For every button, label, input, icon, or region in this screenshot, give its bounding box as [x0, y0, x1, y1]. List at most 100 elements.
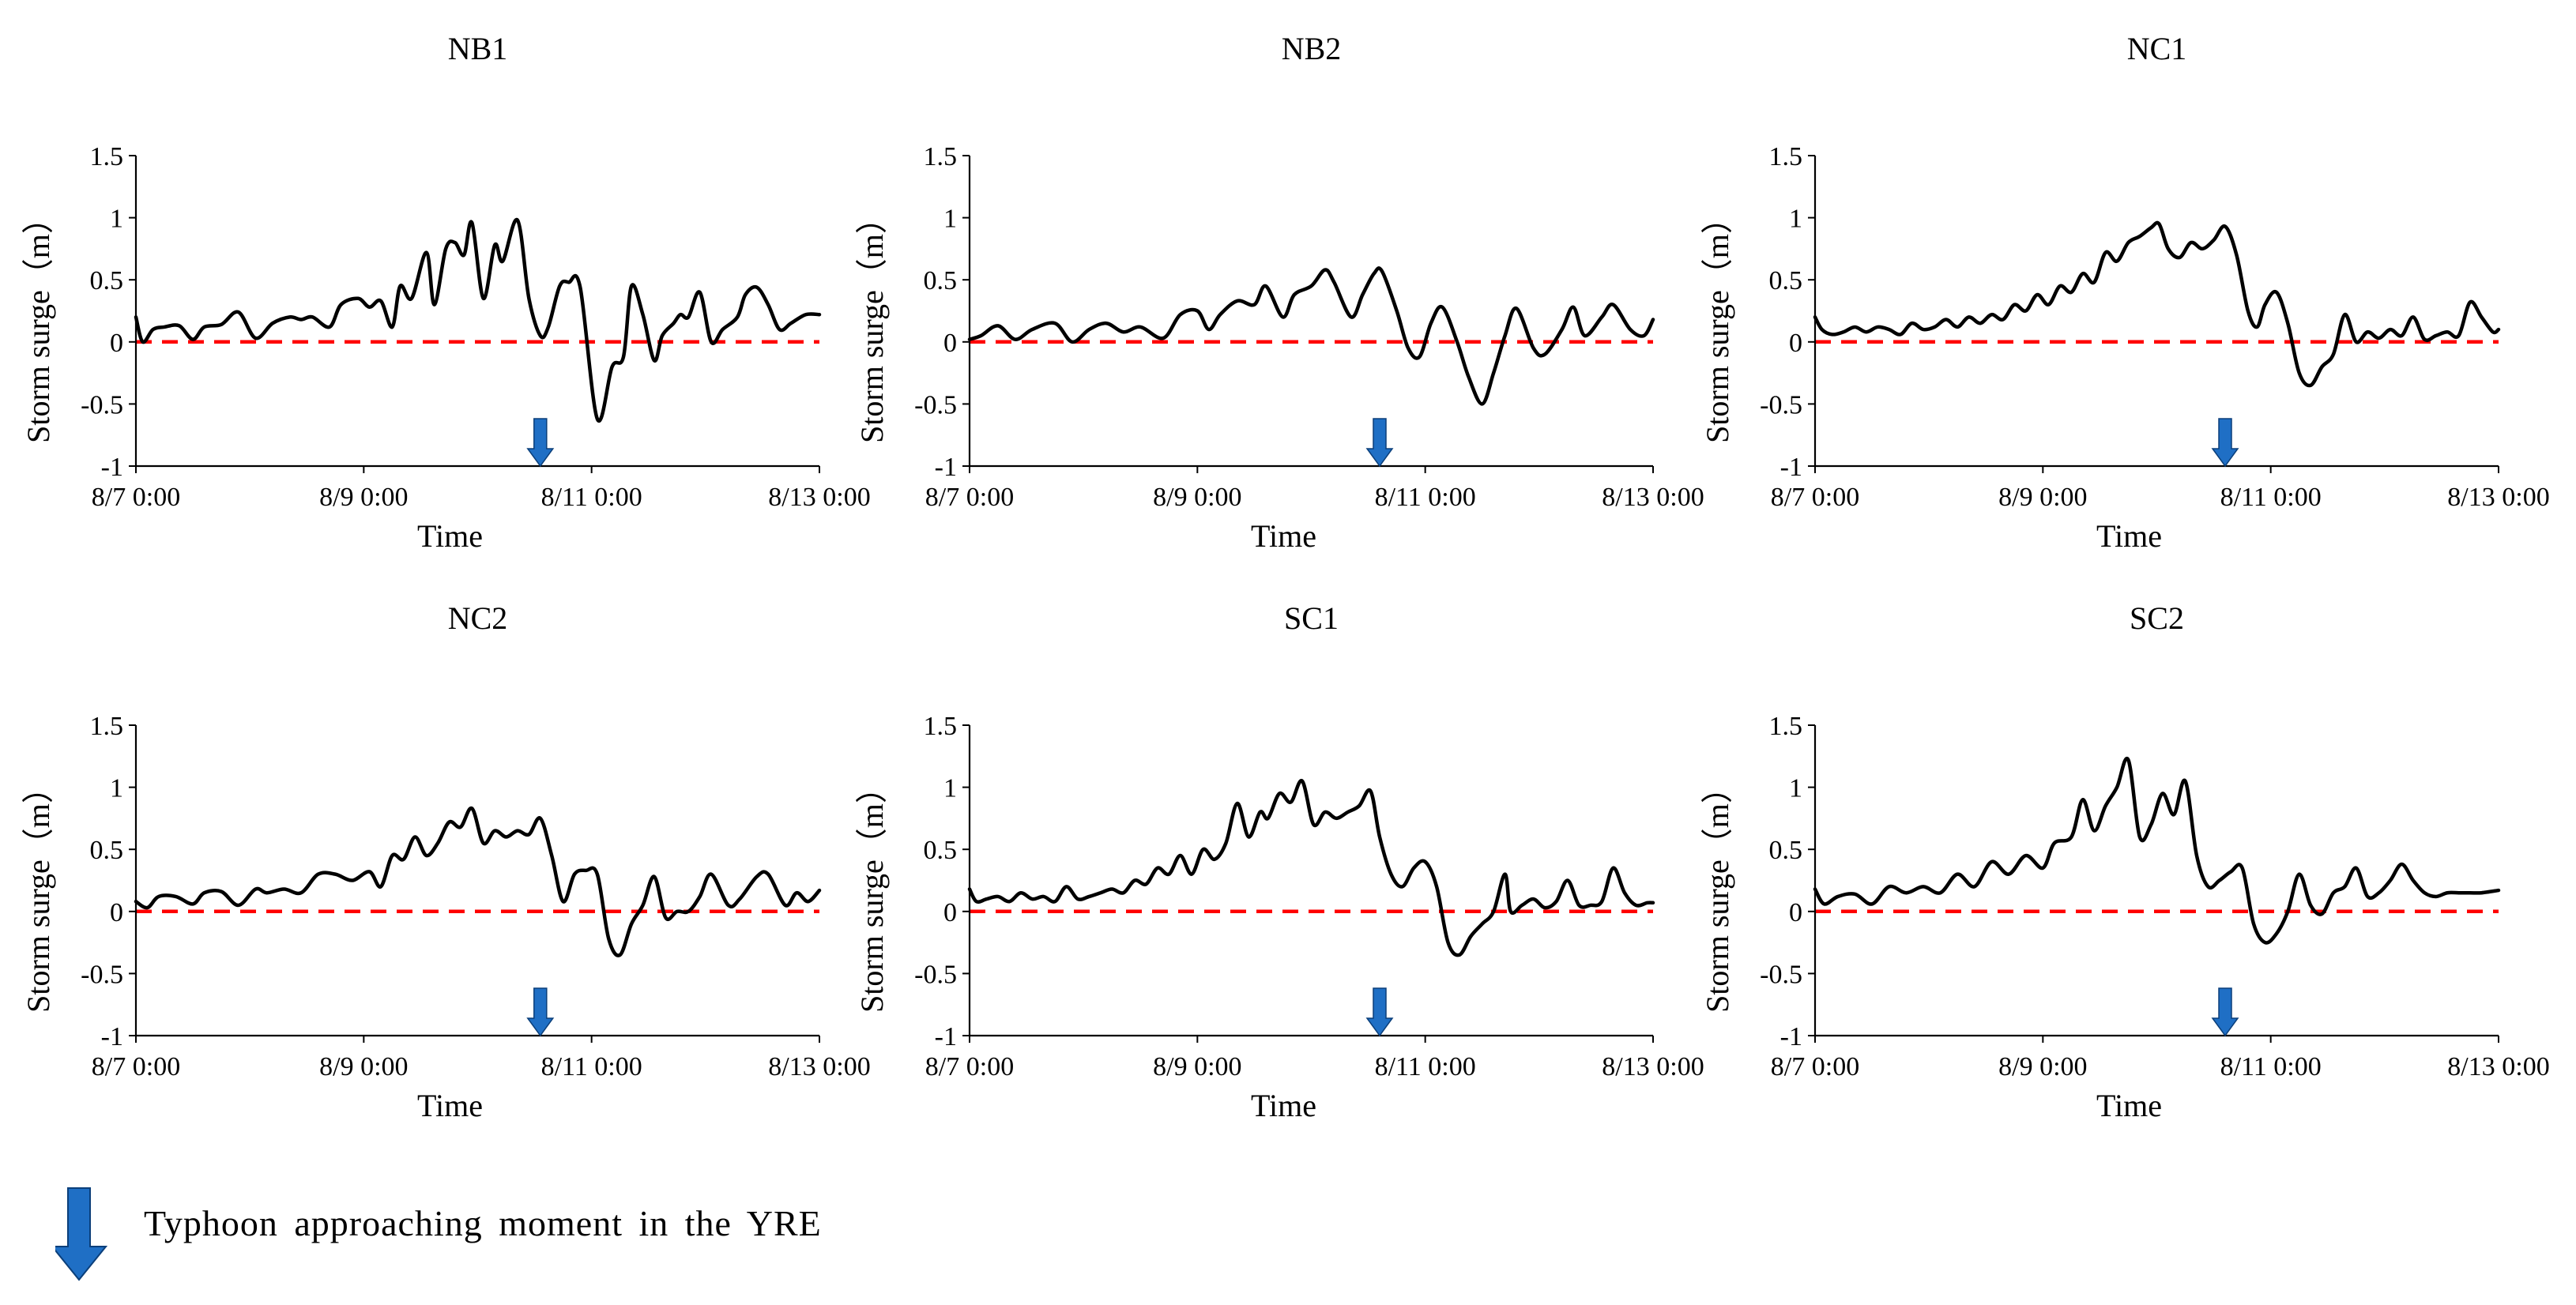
- y-tick-label: -1: [935, 1022, 957, 1051]
- y-tick-label: 0.5: [1769, 266, 1803, 295]
- y-tick-label: 1.5: [1769, 142, 1803, 171]
- x-tick-label: 8/11 0:00: [1375, 483, 1476, 512]
- panel-sc1: SC1 -1 -0.5 0 0.5 1 1.5 8/7 0:00 8/9 0:00 8/11 0:…: [854, 600, 1704, 1123]
- chart-title: SC2: [2130, 600, 2184, 636]
- x-tick-label: 8/13 0:00: [768, 1052, 870, 1081]
- y-tick-label: 1: [110, 774, 123, 803]
- x-tick-label: 8/11 0:00: [1375, 1052, 1476, 1081]
- x-tick-label: 8/9 0:00: [1153, 1052, 1241, 1081]
- y-tick-label: 1.5: [90, 712, 124, 741]
- y-tick-label: 1.5: [90, 142, 124, 171]
- series-line: [1813, 220, 2501, 388]
- y-tick-label: -0.5: [81, 390, 123, 419]
- y-tick-label: 0: [943, 329, 957, 358]
- typhoon-arrow-icon: [2211, 418, 2239, 468]
- y-tick-label: -0.5: [1760, 960, 1802, 989]
- x-axis-title: Time: [1251, 1088, 1316, 1123]
- y-axis-title: Storm surge（m）: [854, 202, 890, 443]
- y-axis-title: Storm surge（m）: [1700, 772, 1735, 1013]
- y-tick-label: 0.5: [90, 266, 124, 295]
- y-tick-label: -0.5: [1760, 390, 1802, 419]
- x-tick-label: 8/13 0:00: [768, 483, 870, 512]
- panel-nb2: NB2 -1 -0.5 0 0.5 1 1.5 8/7 0:00 8/9 0:00 8/11 0:…: [854, 31, 1704, 554]
- x-axis-title: Time: [2096, 1088, 2162, 1123]
- series-line: [967, 779, 1655, 957]
- series-line: [967, 266, 1655, 406]
- y-tick-label: 1: [943, 205, 957, 234]
- x-tick-label: 8/13 0:00: [1602, 483, 1704, 512]
- y-tick-label: -1: [1780, 453, 1802, 482]
- x-axis-title: Time: [417, 1088, 483, 1123]
- chart-title: SC1: [1284, 600, 1339, 636]
- x-tick-label: 8/11 0:00: [2220, 483, 2322, 512]
- typhoon-arrow-icon: [1365, 987, 1394, 1037]
- legend: Typhoon approaching moment in the YRE: [55, 1185, 1004, 1288]
- x-tick-label: 8/9 0:00: [1153, 483, 1241, 512]
- y-tick-label: -1: [101, 453, 123, 482]
- y-axis-title: Storm surge（m）: [21, 202, 56, 443]
- y-tick-label: 0: [1789, 329, 1802, 358]
- x-tick-label: 8/11 0:00: [2220, 1052, 2322, 1081]
- legend-arrow-icon: [55, 1187, 108, 1281]
- x-axis-title: Time: [1251, 518, 1316, 554]
- x-axis-title: Time: [417, 518, 483, 554]
- panel-nc2: NC2 -1 -0.5 0 0.5 1 1.5 8/7 0:00 8/9 0:00 8/11 0:…: [21, 600, 871, 1123]
- panel-nb1: NB1 -1 -0.5 0 0.5 1 1.5 8/7 0:00 8/9 0:00 8/11 0:…: [21, 31, 871, 554]
- y-tick-label: 0.5: [90, 836, 124, 865]
- x-tick-label: 8/7 0:00: [925, 1052, 1014, 1081]
- y-tick-label: -0.5: [914, 960, 957, 989]
- series-line: [134, 806, 822, 957]
- y-tick-label: 0: [110, 898, 123, 927]
- x-tick-label: 8/13 0:00: [2447, 1052, 2549, 1081]
- series-line: [1813, 756, 2501, 945]
- y-tick-label: -1: [1780, 1022, 1802, 1051]
- y-tick-label: 0: [1789, 898, 1802, 927]
- x-tick-label: 8/13 0:00: [2447, 483, 2549, 512]
- y-tick-label: -0.5: [914, 390, 957, 419]
- y-tick-label: 1.5: [1769, 712, 1803, 741]
- x-tick-label: 8/7 0:00: [1771, 483, 1859, 512]
- y-tick-label: -1: [935, 453, 957, 482]
- x-tick-label: 8/9 0:00: [1998, 1052, 2087, 1081]
- x-tick-label: 8/9 0:00: [319, 1052, 408, 1081]
- chart-title: NC2: [448, 600, 508, 636]
- typhoon-arrow-icon: [526, 987, 555, 1037]
- y-axis-title: Storm surge（m）: [21, 772, 56, 1013]
- y-tick-label: -0.5: [81, 960, 123, 989]
- x-tick-label: 8/13 0:00: [1602, 1052, 1704, 1081]
- y-tick-label: 0.5: [924, 266, 958, 295]
- y-tick-label: 1: [1789, 205, 1802, 234]
- x-tick-label: 8/9 0:00: [1998, 483, 2087, 512]
- legend-label: Typhoon approaching moment in the YRE: [144, 1203, 822, 1243]
- chart-title: NB2: [1282, 31, 1342, 66]
- y-tick-label: 1: [110, 205, 123, 234]
- x-axis-title: Time: [2096, 518, 2162, 554]
- x-tick-label: 8/7 0:00: [925, 483, 1014, 512]
- y-tick-label: 0.5: [1769, 836, 1803, 865]
- x-tick-label: 8/7 0:00: [1771, 1052, 1859, 1081]
- y-tick-label: 0: [943, 898, 957, 927]
- y-tick-label: -1: [101, 1022, 123, 1051]
- y-tick-label: 0.5: [924, 836, 958, 865]
- series-line: [134, 218, 822, 423]
- x-tick-label: 8/7 0:00: [92, 483, 180, 512]
- y-tick-label: 1.5: [924, 712, 958, 741]
- typhoon-arrow-icon: [1365, 418, 1394, 468]
- typhoon-arrow-icon: [526, 418, 555, 468]
- x-tick-label: 8/11 0:00: [541, 1052, 642, 1081]
- chart-title: NC1: [2127, 31, 2187, 66]
- x-tick-label: 8/11 0:00: [541, 483, 642, 512]
- y-axis-title: Storm surge（m）: [854, 772, 890, 1013]
- typhoon-arrow-icon: [2211, 987, 2239, 1037]
- chart-title: NB1: [448, 31, 508, 66]
- y-axis-title: Storm surge（m）: [1700, 202, 1735, 443]
- y-tick-label: 0: [110, 329, 123, 358]
- y-tick-label: 1: [1789, 774, 1802, 803]
- panel-nc1: NC1 -1 -0.5 0 0.5 1 1.5 8/7 0:00 8/9 0:00 8/11 0:…: [1700, 31, 2550, 554]
- x-tick-label: 8/9 0:00: [319, 483, 408, 512]
- y-tick-label: 1: [943, 774, 957, 803]
- panel-sc2: SC2 -1 -0.5 0 0.5 1 1.5 8/7 0:00 8/9 0:00 8/11 0:…: [1700, 600, 2550, 1123]
- x-tick-label: 8/7 0:00: [92, 1052, 180, 1081]
- y-tick-label: 1.5: [924, 142, 958, 171]
